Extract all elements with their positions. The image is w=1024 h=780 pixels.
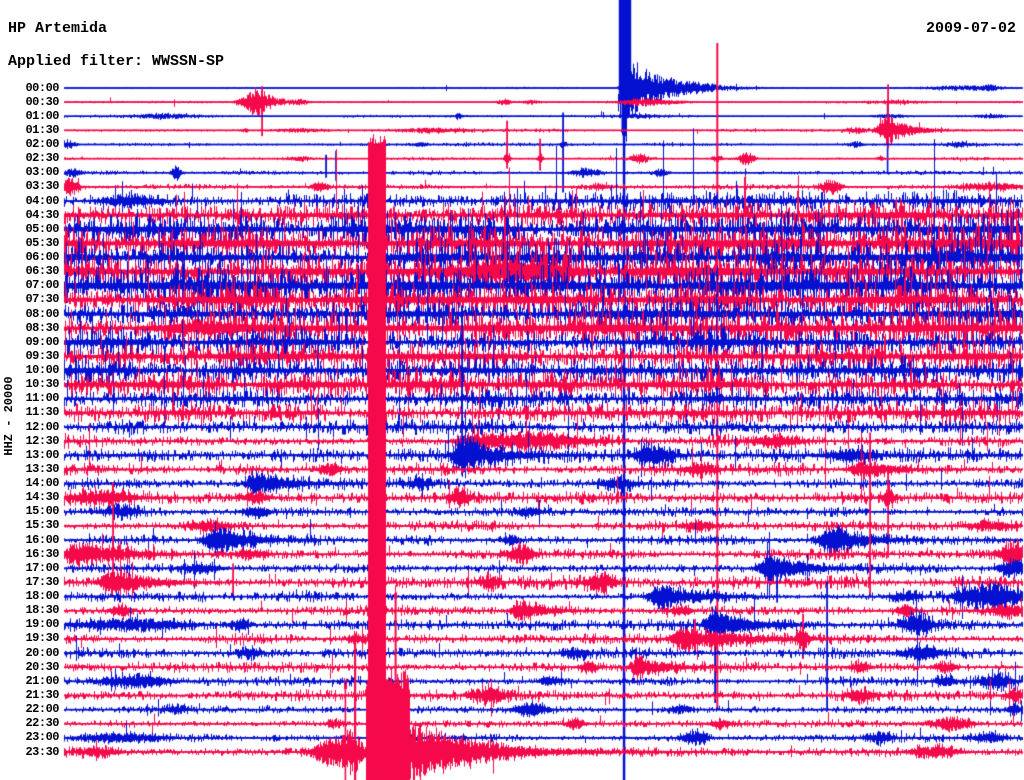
station-title: HP Artemida [8,20,108,37]
time-label: 14:30 [25,490,59,505]
time-label: 11:00 [25,391,59,406]
time-label: 23:30 [25,744,59,759]
time-label: 18:00 [25,589,59,604]
time-label: 00:30 [25,94,59,109]
time-label: 13:00 [25,447,59,462]
time-label: 20:00 [25,645,59,660]
time-label: 22:30 [25,716,59,731]
time-label: 15:30 [25,518,59,533]
time-label: 13:30 [25,461,59,476]
time-label: 10:00 [25,363,59,378]
time-label: 19:00 [25,617,59,632]
date-label: 2009-07-02 [925,20,1016,37]
time-label: 00:00 [25,80,59,95]
time-label: 12:00 [25,419,59,434]
time-label: 16:00 [25,532,59,547]
time-label: 04:30 [25,207,59,222]
time-label: 08:00 [25,306,59,321]
time-label: 01:00 [25,108,59,123]
time-label: 18:30 [25,603,59,618]
time-label: 06:00 [25,250,59,265]
time-label: 15:00 [25,504,59,519]
time-label: 20:30 [25,659,59,674]
time-label: 03:30 [25,179,59,194]
time-label: 21:00 [25,673,59,688]
time-label: 16:30 [25,546,59,561]
time-label: 17:30 [25,574,59,589]
time-label: 22:00 [25,702,59,717]
time-label: 03:00 [25,165,59,180]
applied-filter-label: Applied filter: WWSSN-SP [8,53,225,70]
time-label: 09:30 [25,348,59,363]
time-label: 21:30 [25,688,59,702]
time-label: 05:30 [25,235,59,250]
time-label: 10:30 [25,377,59,392]
time-label: 07:00 [25,278,59,293]
time-label: 02:30 [25,151,59,166]
time-label: 05:00 [25,221,59,236]
time-label: 02:00 [25,137,59,151]
time-label: 01:30 [25,122,59,137]
time-label: 11:30 [25,405,59,420]
time-label: 23:00 [25,730,59,745]
time-label: 06:30 [25,264,59,279]
time-label: 08:30 [25,320,59,335]
time-label: 19:30 [25,631,59,646]
time-label: 04:00 [25,193,59,208]
time-label: 07:30 [25,292,59,307]
time-label: 14:00 [25,476,59,491]
time-label: 17:00 [25,560,59,575]
time-label: 12:30 [25,433,59,448]
time-label: 09:00 [25,334,59,349]
